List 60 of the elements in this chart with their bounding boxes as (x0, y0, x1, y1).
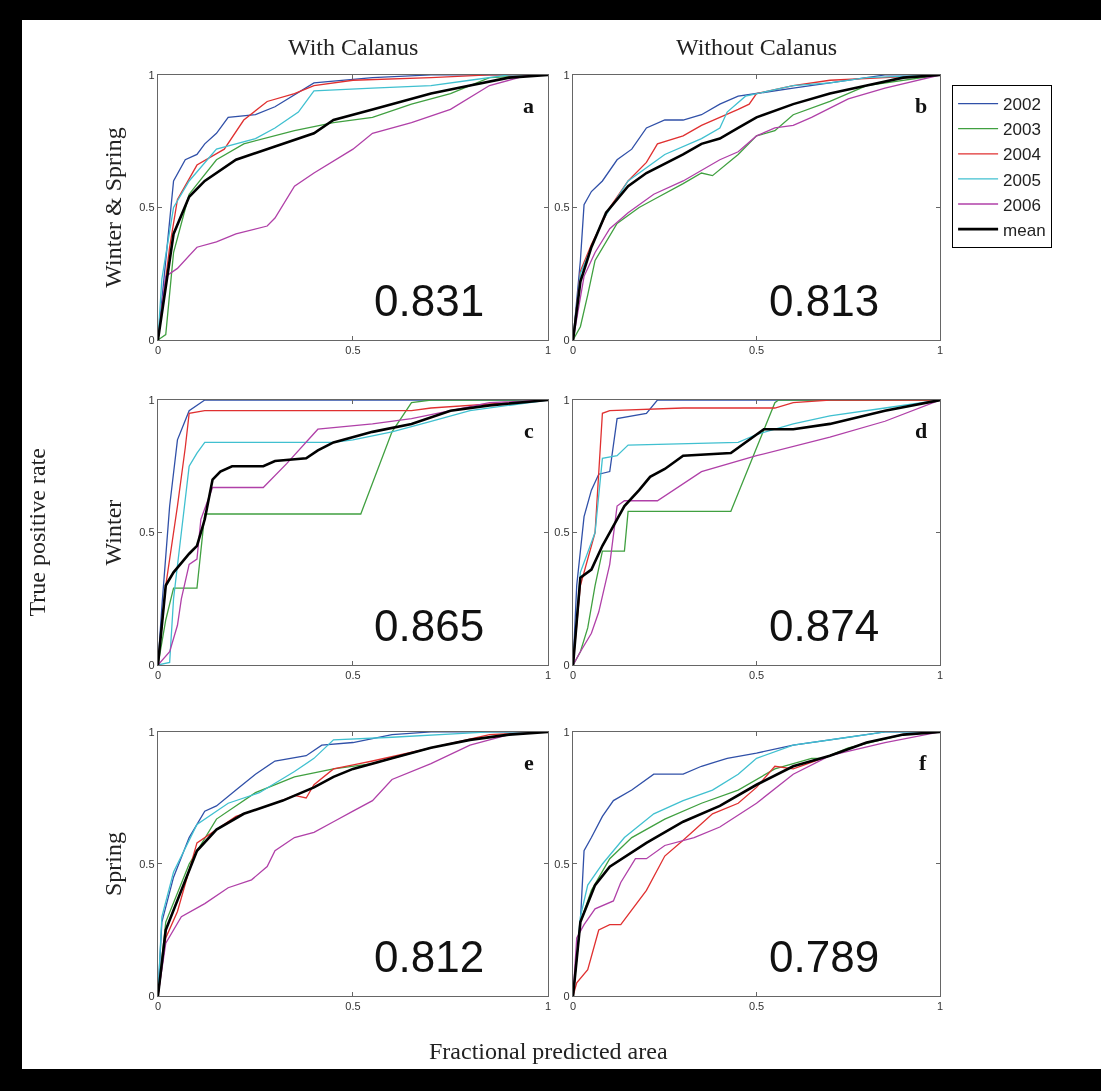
y-tick-label: 1 (563, 393, 570, 406)
y-tick-label: 0 (563, 658, 570, 671)
x-tick-label: 0.5 (748, 1000, 765, 1013)
line-series (573, 74, 941, 340)
x-tick-label: 1 (544, 669, 552, 682)
line-series (573, 731, 941, 996)
y-tick-label: 1 (148, 68, 155, 81)
annotation: e (524, 750, 534, 775)
y-axis-title: Winter (100, 499, 127, 566)
x-tick-label: 1 (936, 1000, 944, 1013)
y-axis-title: Spring (100, 831, 127, 896)
annotation: 0.831 (374, 276, 485, 325)
legend-label: mean (1003, 220, 1046, 240)
annotation: 0.874 (769, 601, 880, 650)
y-tick-label: 1 (148, 725, 155, 738)
y-tick-label: 0.5 (139, 201, 155, 214)
x-tick-label: 0.5 (345, 344, 361, 357)
x-tick-label: 0.5 (345, 669, 361, 682)
annotation: 0.789 (769, 932, 880, 981)
line-series (573, 400, 941, 666)
x-tick-label: 1 (544, 344, 552, 357)
y-tick-label: 0 (148, 658, 155, 671)
y-tick-label: 0.5 (139, 857, 155, 870)
annotation: b (915, 93, 928, 118)
x-tick-label: 0.5 (748, 344, 765, 357)
y-tick-label: 0 (148, 989, 155, 1002)
annotation: f (919, 750, 927, 775)
line-series (157, 731, 549, 996)
line-series (157, 400, 549, 666)
annotation: 0.812 (374, 932, 485, 981)
x-tick-label: 0.5 (748, 669, 765, 682)
annotation: c (524, 418, 534, 443)
legend-label: 2003 (1003, 120, 1041, 140)
y-tick-label: 0 (563, 333, 570, 346)
x-tick-label: 0.5 (345, 1000, 361, 1013)
text: True positive rate (24, 448, 51, 617)
x-tick-label: 1 (936, 669, 944, 682)
y-tick-label: 0.5 (554, 526, 570, 539)
legend-label: 2004 (1003, 145, 1041, 165)
legend-label: 2005 (1003, 170, 1041, 190)
y-tick-label: 1 (563, 68, 570, 81)
legend-label: 2002 (1003, 95, 1041, 115)
x-tick-label: 1 (936, 344, 944, 357)
legend-label: 2006 (1003, 195, 1041, 215)
annotation: d (915, 418, 928, 443)
chart-title: Without Calanus (676, 34, 838, 60)
y-tick-label: 0.5 (554, 201, 570, 214)
y-tick-label: 1 (563, 725, 570, 738)
y-tick-label: 0 (563, 989, 570, 1002)
y-tick-label: 0 (148, 333, 155, 346)
annotation: 0.813 (769, 276, 880, 325)
y-tick-label: 0.5 (554, 857, 570, 870)
annotation: a (523, 93, 534, 118)
annotation: 0.865 (374, 601, 485, 650)
x-tick-label: 1 (544, 1000, 552, 1013)
y-tick-label: 0.5 (139, 526, 155, 539)
text: Fractional predicted area (429, 1038, 668, 1064)
y-axis-title: Winter & Spring (100, 127, 127, 288)
y-tick-label: 1 (148, 393, 155, 406)
chart-title: With Calanus (288, 34, 419, 60)
